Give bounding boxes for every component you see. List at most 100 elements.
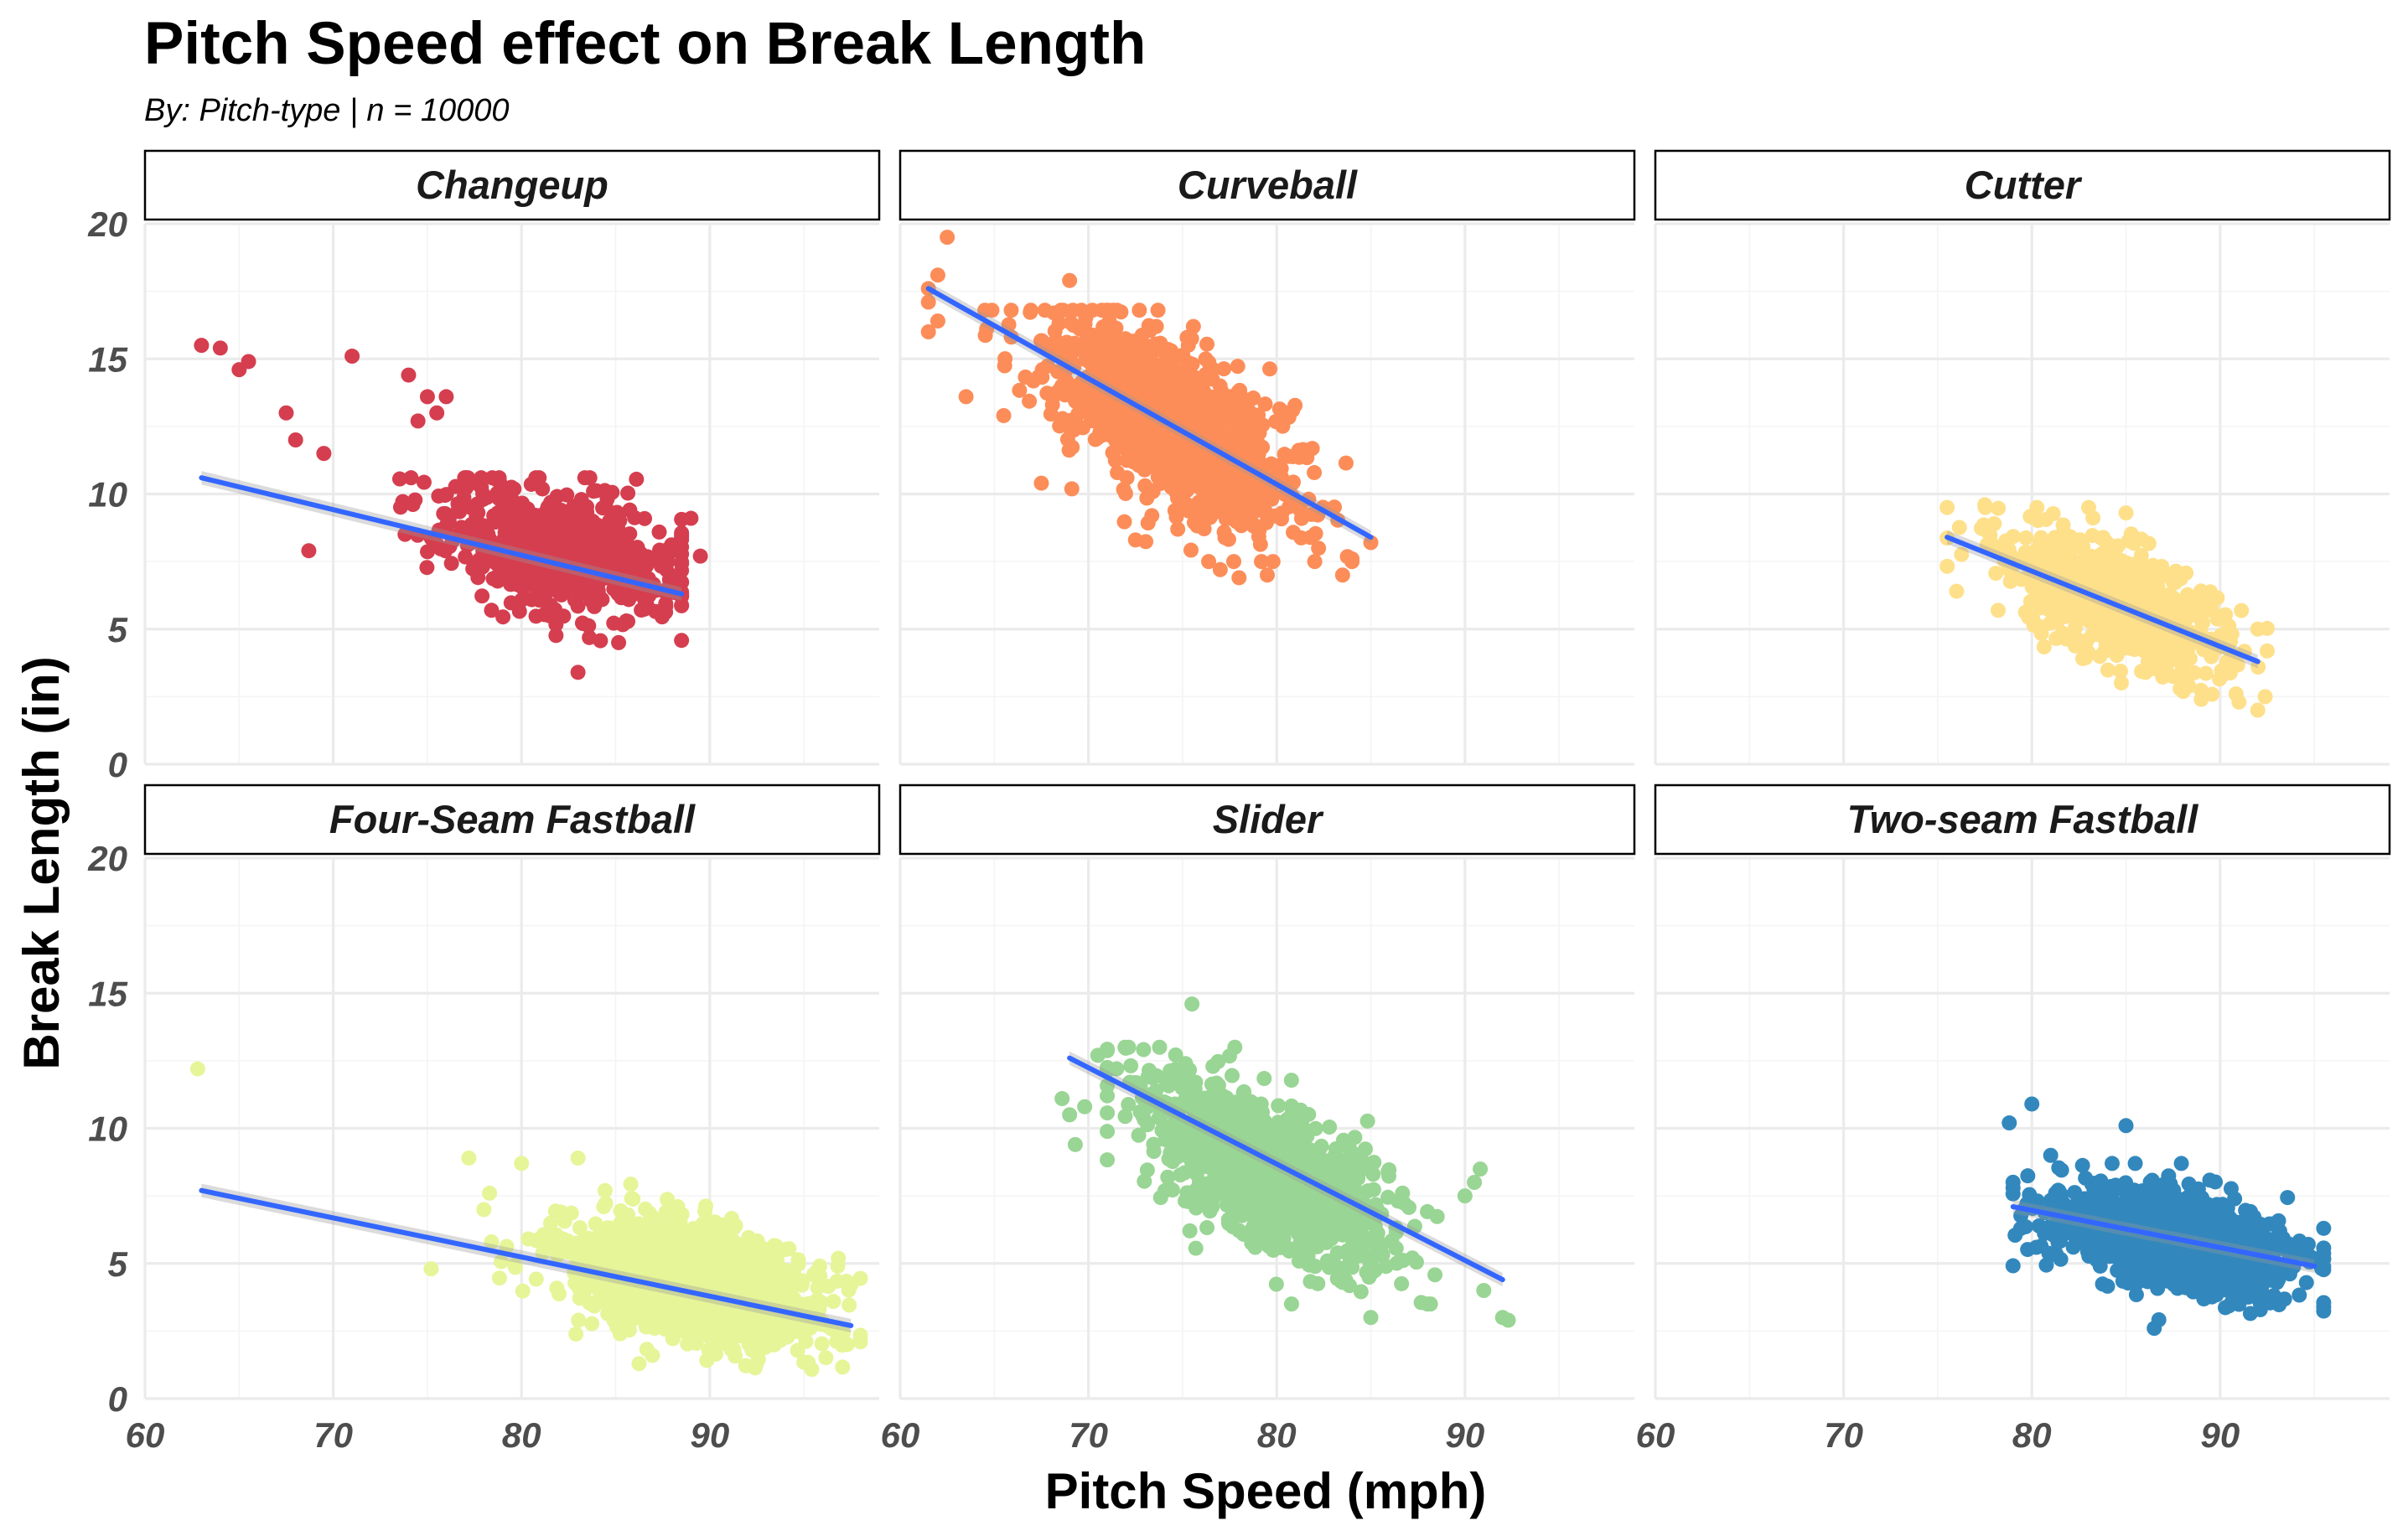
data-point [826, 1294, 842, 1310]
data-point [600, 1291, 616, 1307]
data-point [595, 500, 611, 516]
data-point [663, 1253, 679, 1269]
data-point [835, 1359, 851, 1375]
data-point [1129, 422, 1145, 438]
facet-strip-label: Four-Seam Fastball [329, 797, 696, 841]
data-point [1169, 437, 1185, 453]
data-point [658, 596, 674, 612]
data-point [658, 1204, 674, 1220]
data-point [629, 471, 645, 487]
data-point [754, 1262, 770, 1278]
data-point [1037, 303, 1053, 318]
data-point [930, 313, 945, 329]
data-point [1199, 392, 1214, 408]
data-point [1334, 567, 1350, 583]
data-point [458, 549, 474, 565]
data-point [1212, 561, 1228, 577]
data-point [494, 505, 510, 521]
data-point [469, 496, 485, 512]
data-point [1195, 478, 1211, 494]
data-point [631, 586, 647, 602]
data-point [2113, 675, 2129, 690]
facet-strip-label: Changeup [416, 163, 608, 207]
data-point [1159, 393, 1175, 409]
data-point [1114, 425, 1130, 441]
data-point [984, 303, 1000, 318]
data-point [1023, 303, 1038, 318]
data-point [1954, 546, 1970, 562]
data-point [2157, 663, 2173, 679]
data-point [548, 1227, 564, 1243]
data-point [2166, 590, 2182, 606]
data-point [1152, 335, 1168, 351]
data-point [692, 548, 708, 564]
data-point [687, 1305, 703, 1321]
data-point [503, 577, 519, 592]
data-point [431, 488, 447, 504]
data-point [2186, 665, 2202, 680]
data-point [741, 1259, 757, 1275]
data-point [597, 1182, 613, 1198]
data-point [1208, 504, 1224, 520]
data-point [683, 510, 699, 526]
data-point [619, 1304, 635, 1320]
data-point [1260, 567, 1275, 583]
data-point [697, 1203, 713, 1219]
data-point [2118, 505, 2134, 521]
data-point [2036, 639, 2052, 654]
data-point [1286, 525, 1302, 540]
data-point [559, 487, 575, 503]
data-point [1022, 393, 1038, 409]
data-points [189, 1061, 868, 1378]
data-point [2018, 530, 2034, 546]
data-point [461, 1150, 477, 1166]
data-point [1164, 1182, 1180, 1198]
data-point [1100, 1105, 1116, 1121]
data-point [600, 1306, 616, 1321]
data-point [665, 1306, 681, 1321]
data-point [536, 1227, 552, 1243]
data-point [598, 525, 614, 540]
data-point [1127, 375, 1143, 390]
data-point [531, 592, 547, 608]
data-point [1137, 478, 1153, 494]
data-point [1136, 458, 1152, 473]
facet-strip [143, 149, 881, 221]
data-point [2033, 530, 2049, 546]
data-point [2103, 540, 2119, 556]
data-point [2195, 614, 2211, 630]
data-point [2042, 603, 2058, 618]
data-point [1128, 447, 1144, 463]
data-point [829, 1273, 845, 1289]
data-points [920, 230, 1379, 586]
data-point [316, 446, 332, 462]
data-point [708, 1346, 724, 1362]
data-point [1060, 346, 1076, 362]
data-point [2179, 644, 2195, 660]
data-point [639, 558, 655, 574]
data-point [2113, 616, 2129, 632]
data-point [557, 579, 572, 595]
data-point [495, 609, 511, 625]
data-point [582, 470, 598, 486]
facet-strip-label: Curveball [1178, 163, 1358, 207]
data-point [651, 524, 667, 540]
data-point [1044, 397, 1060, 413]
data-point [540, 504, 556, 520]
data-point [1262, 361, 1278, 377]
data-point [1064, 481, 1080, 497]
data-point [598, 551, 614, 566]
data-point [231, 362, 247, 378]
data-point [535, 1244, 551, 1260]
data-point [1949, 583, 1965, 599]
data-point [1183, 416, 1199, 432]
data-point [1216, 361, 1232, 377]
data-point [1286, 474, 1302, 490]
data-point [648, 603, 664, 619]
data-point [1157, 363, 1173, 379]
data-point [804, 1362, 820, 1378]
data-point [2075, 539, 2091, 555]
data-point [2111, 567, 2127, 583]
data-point [587, 1298, 603, 1314]
facet-strip [898, 149, 1636, 221]
